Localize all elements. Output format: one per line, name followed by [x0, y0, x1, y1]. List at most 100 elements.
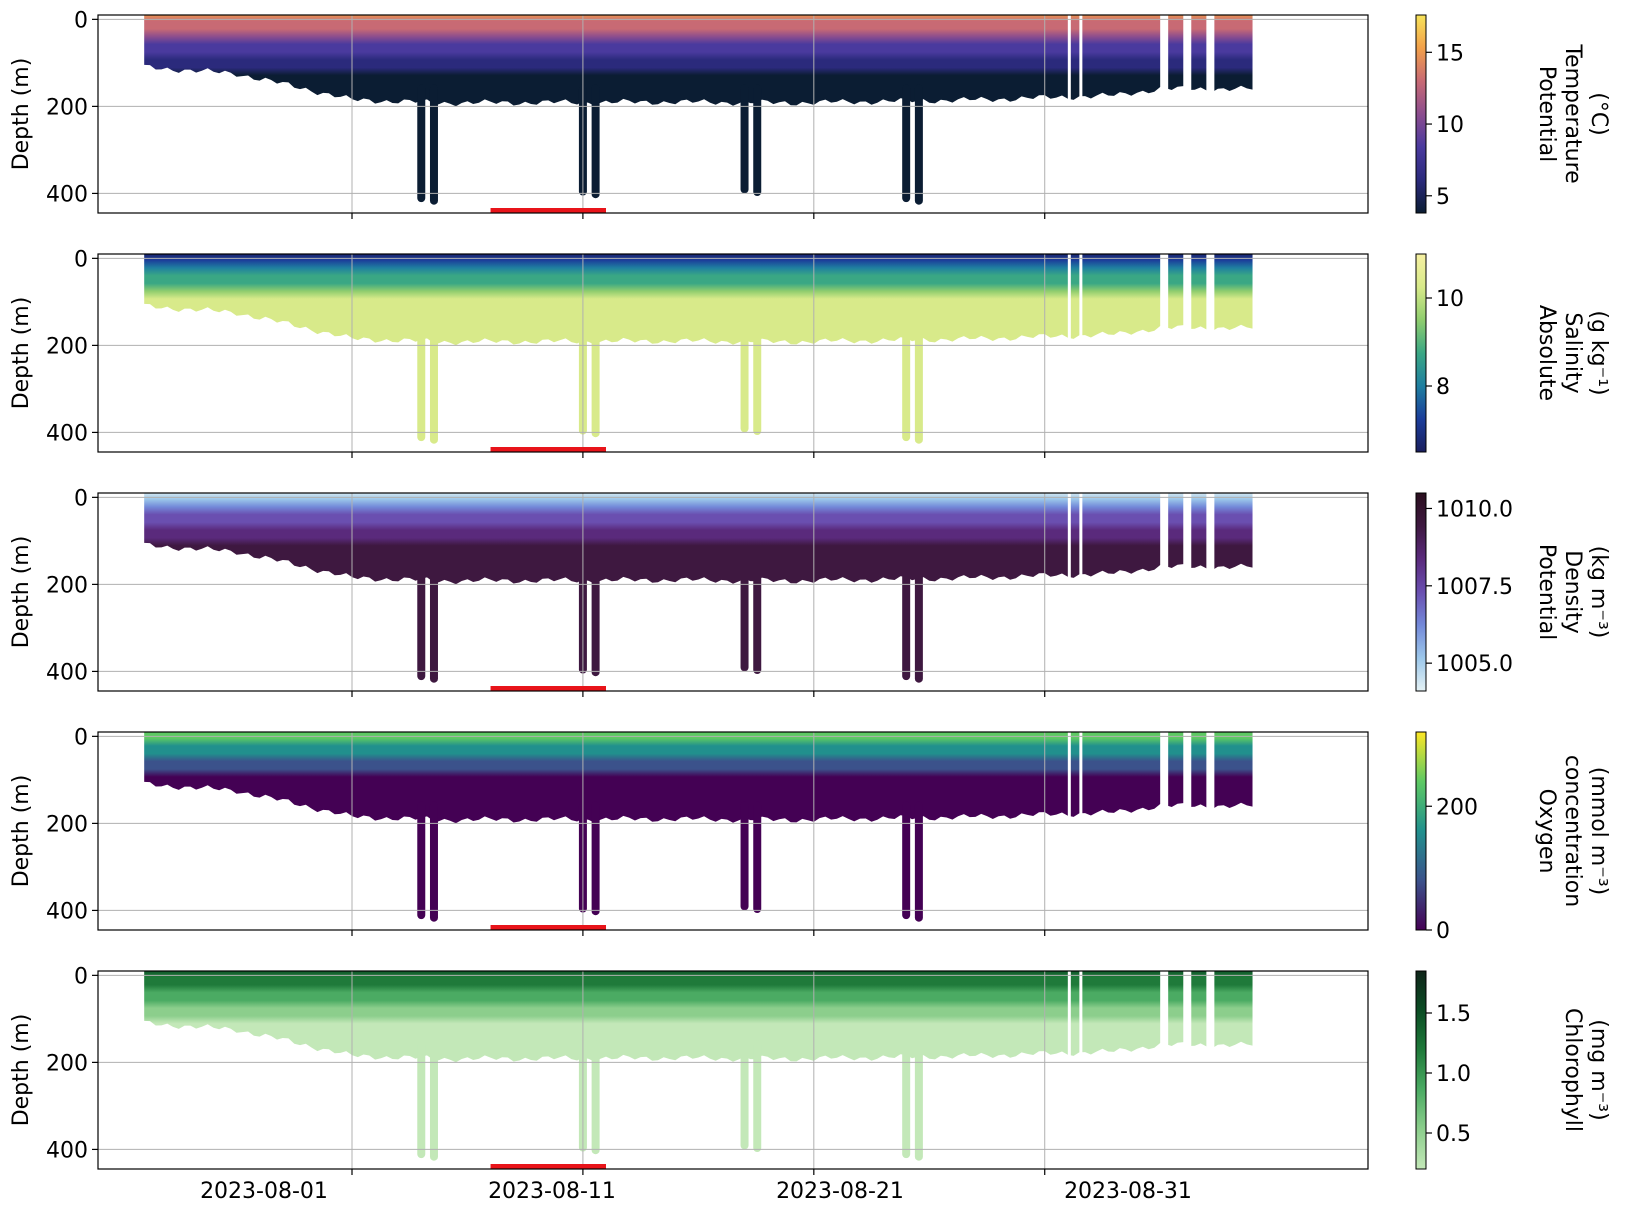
data-gap — [1079, 15, 1083, 213]
data-gap — [1160, 971, 1169, 1169]
colorbar-tick-label: 1005.0 — [1436, 652, 1513, 677]
deep-dive-profile — [902, 84, 911, 203]
y-tick-label: 0 — [74, 247, 88, 272]
deep-dive-profile — [591, 562, 600, 677]
highlight-period-bar — [490, 208, 606, 213]
x-tick-label-4: 2023-08-31 — [1064, 1179, 1192, 1204]
deep-dive-profile — [753, 1040, 762, 1153]
colorbar-tick-label: 8 — [1436, 375, 1450, 400]
y-axis-label: Depth (m) — [9, 297, 34, 410]
colorbar — [1415, 731, 1427, 931]
colorbar-label-line: (°C) — [1586, 92, 1611, 136]
colorbar-tick-label: 200 — [1436, 795, 1478, 820]
colorbar-label: Absolute Salinity (g kg⁻¹) — [1534, 305, 1611, 401]
data-gap — [1067, 732, 1071, 930]
deep-dive-profile — [429, 1040, 438, 1161]
colorbar — [1415, 253, 1427, 453]
y-tick-label: 200 — [46, 812, 88, 837]
data-gap — [1183, 493, 1192, 691]
profile-curtain — [144, 254, 1253, 346]
data-gap — [1183, 15, 1192, 213]
deep-dive-profile — [753, 323, 762, 436]
panel-2: 0 200 400 Depth (m) 8 10 Absolute Salinity (g kg… — [9, 247, 1611, 458]
y-tick-label: 200 — [46, 95, 88, 120]
y-tick-label: 0 — [74, 486, 88, 511]
colorbar — [1415, 14, 1427, 214]
colorbar — [1415, 492, 1427, 692]
colorbar-tick-label: 1.5 — [1436, 1002, 1471, 1027]
data-gap — [1160, 254, 1169, 452]
data-gap — [1206, 493, 1215, 691]
deep-dive-profile — [914, 1040, 923, 1161]
highlight-period-bar — [490, 686, 606, 691]
panel-4-data — [144, 732, 1253, 930]
y-tick-label: 0 — [74, 725, 88, 750]
profile-curtain — [144, 971, 1253, 1063]
deep-dive-profile — [417, 323, 426, 442]
panel-3-data — [144, 493, 1253, 691]
colorbar-label-line: (mg m⁻³) — [1586, 1019, 1611, 1120]
colorbar-label-line: Absolute — [1534, 305, 1559, 401]
colorbar-label-line: Salinity — [1560, 312, 1585, 393]
y-tick-label: 0 — [74, 8, 88, 33]
colorbar-label-line: Potential — [1534, 544, 1559, 640]
data-gap — [1079, 493, 1083, 691]
data-gap — [1160, 732, 1169, 930]
panel-1-data — [144, 15, 1253, 213]
grid — [98, 732, 1368, 930]
x-axis-ticks: 2023-08-01 2023-08-11 2023-08-21 2023-08… — [200, 1179, 1192, 1204]
y-tick-label: 400 — [46, 421, 88, 446]
y-tick-label: 200 — [46, 1051, 88, 1076]
profile-curtain — [144, 15, 1253, 107]
colorbar-tick-label: 0.5 — [1436, 1122, 1471, 1147]
x-tick-label-1: 2023-08-01 — [200, 1179, 328, 1204]
panel-3: 0 200 400 Depth (m) 1005.0 1007.5 1010.0 Potent… — [9, 486, 1611, 697]
panel-4: 0 200 400 Depth (m) 0 200 Oxygen concentration(… — [9, 725, 1611, 944]
deep-dive-profile — [902, 1040, 911, 1159]
panel-5: 0 200 400 Depth (m) 0.5 1.0 1.5 Chlorophyll (mg … — [9, 964, 1611, 1175]
data-gap — [1079, 732, 1083, 930]
deep-dive-profile — [902, 801, 911, 920]
deep-dive-profile — [753, 801, 762, 914]
deep-dive-profile — [740, 84, 749, 194]
colorbar-label-line: (mmol m⁻³) — [1586, 767, 1611, 895]
y-tick-label: 400 — [46, 1138, 88, 1163]
deep-dive-profile — [591, 323, 600, 438]
deep-dive-profile — [740, 562, 749, 672]
data-gap — [1067, 254, 1071, 452]
colorbar-tick-label: 1007.5 — [1436, 575, 1513, 600]
colorbar-tick-label: 1.0 — [1436, 1062, 1471, 1087]
y-axis-label: Depth (m) — [9, 775, 34, 888]
data-gap — [1160, 493, 1169, 691]
deep-dive-profile — [914, 84, 923, 205]
colorbar-label-line: Density — [1560, 550, 1585, 634]
colorbar-tick-label: 5 — [1436, 185, 1450, 210]
deep-dive-profile — [753, 84, 762, 197]
data-gap — [1183, 971, 1192, 1169]
deep-dive-profile — [417, 84, 426, 203]
deep-dive-profile — [740, 1040, 749, 1150]
data-gap — [1067, 971, 1071, 1169]
deep-dive-profile — [429, 323, 438, 444]
deep-dive-profile — [429, 84, 438, 205]
y-axis-label: Depth (m) — [9, 536, 34, 649]
colorbar-label: Chlorophyll (mg m⁻³) — [1560, 1008, 1611, 1132]
grid — [98, 493, 1368, 691]
y-tick-label: 0 — [74, 964, 88, 989]
y-tick-label: 400 — [46, 660, 88, 685]
grid — [98, 254, 1368, 452]
deep-dive-profile — [740, 323, 749, 433]
plot-frame — [97, 731, 1369, 931]
y-axis-label: Depth (m) — [9, 1014, 34, 1127]
colorbar-tick-label: 10 — [1436, 287, 1464, 312]
deep-dive-profile — [914, 562, 923, 683]
deep-dive-profile — [429, 801, 438, 922]
data-gap — [1067, 493, 1071, 691]
deep-dive-profile — [429, 562, 438, 683]
deep-dive-profile — [417, 1040, 426, 1159]
y-tick-label: 400 — [46, 899, 88, 924]
y-tick-label: 400 — [46, 182, 88, 207]
data-gap — [1160, 15, 1169, 213]
highlight-period-bar — [490, 447, 606, 452]
colorbar-tick-label: 1010.0 — [1436, 497, 1513, 522]
